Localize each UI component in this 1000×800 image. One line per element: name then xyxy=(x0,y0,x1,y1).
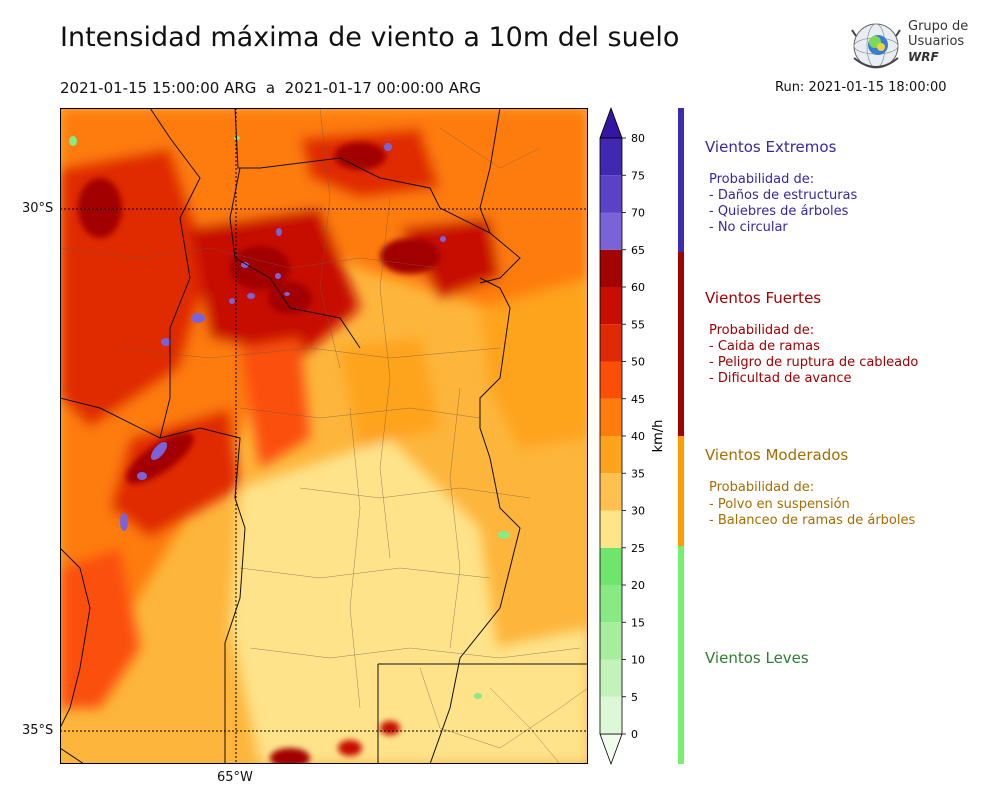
colorbar-tick-label: 70 xyxy=(631,207,645,220)
colorbar-tick-label: 80 xyxy=(631,132,645,145)
category-item: - No circular xyxy=(709,220,788,235)
colorbar-tick-label: 30 xyxy=(631,505,645,518)
colorbar-segment xyxy=(600,585,622,623)
category-title-extreme: Vientos Extremos xyxy=(705,138,837,156)
run-timestamp: Run: 2021-01-15 18:00:00 xyxy=(775,80,947,95)
field-hotspots xyxy=(78,142,440,764)
globe-logo-icon xyxy=(851,23,901,69)
light-category-stripe xyxy=(678,546,684,764)
colorbar-segment xyxy=(600,696,622,734)
colorbar-tick-label: 40 xyxy=(631,430,645,443)
colorbar-segment xyxy=(600,249,622,287)
category-item: - Caida de ramas xyxy=(709,339,820,354)
field-fill-regions xyxy=(60,108,588,764)
colorbar-segment xyxy=(600,361,622,399)
colorbar-segment xyxy=(600,398,622,436)
department-borders xyxy=(60,108,588,764)
colorbar-tick-label: 35 xyxy=(631,467,645,480)
strong-category-stripe xyxy=(678,252,684,436)
colorbar-extend-min xyxy=(599,733,623,766)
category-heading-extreme: Probabilidad de: xyxy=(709,172,815,187)
colorbar-tick-label: 75 xyxy=(631,169,645,182)
lon-label-65w: 65°W xyxy=(217,770,253,785)
colorbar-segment xyxy=(600,436,622,474)
category-heading-strong: Probabilidad de: xyxy=(709,323,815,338)
colorbar-tick-label: 10 xyxy=(631,654,645,667)
colorbar-segment xyxy=(600,547,622,585)
logo-line-3: WRF xyxy=(908,50,939,64)
colorbar-tick-label: 5 xyxy=(631,691,638,704)
colorbar: 0 5 10 15 20 25 30 35 40 45 50 55 60 65 70 75 80 km/h xyxy=(599,106,666,766)
chart-title: Intensidad máxima de viento a 10m del su… xyxy=(60,22,680,53)
colorbar-unit-label: km/h xyxy=(651,420,666,453)
colorbar-segment xyxy=(600,324,622,362)
extreme-category-stripe xyxy=(678,108,684,252)
light-wind-spots xyxy=(69,136,510,699)
logo-line-2: Usuarios xyxy=(908,34,965,49)
colorbar-tick-label: 45 xyxy=(631,393,645,406)
category-title-light: Vientos Leves xyxy=(705,649,809,667)
colorbar-tick-label: 65 xyxy=(631,244,645,257)
forecast-period: 2021-01-15 15:00:00 ARG a 2021-01-17 00:… xyxy=(60,79,482,97)
colorbar-tick-label: 15 xyxy=(631,616,645,629)
category-title-moderate: Vientos Moderados xyxy=(705,446,849,464)
category-item: - Daños de estructuras xyxy=(709,188,858,203)
colorbar-segment xyxy=(600,287,622,325)
colorbar-tick-label: 25 xyxy=(631,542,645,555)
colorbar-segment xyxy=(600,473,622,511)
colorbar-segment xyxy=(600,659,622,697)
category-item: - Peligro de ruptura de cableado xyxy=(709,355,919,370)
colorbar-segment xyxy=(600,510,622,548)
lat-label-30s: 30°S xyxy=(22,201,54,216)
colorbar-extend-max xyxy=(599,106,623,139)
category-item: - Polvo en suspensión xyxy=(709,497,850,512)
category-title-strong: Vientos Fuertes xyxy=(705,289,822,307)
colorbar-tick-label: 20 xyxy=(631,579,645,592)
category-heading-moderate: Probabilidad de: xyxy=(709,480,815,495)
graticule xyxy=(60,108,588,764)
category-item: - Balanceo de ramas de árboles xyxy=(709,513,916,528)
colorbar-tick-label: 60 xyxy=(631,281,645,294)
gruwrf-logo xyxy=(848,18,968,74)
colorbar-segment xyxy=(600,212,622,250)
colorbar-tick-label: 55 xyxy=(631,318,645,331)
colorbar-tick-label: 50 xyxy=(631,356,645,369)
logo-line-1: Grupo de xyxy=(908,19,969,34)
category-item: - Quiebres de árboles xyxy=(709,204,849,219)
colorbar-segment xyxy=(600,175,622,213)
extreme-wind-spots xyxy=(120,143,446,531)
lat-label-35s: 35°S xyxy=(22,723,54,738)
province-borders xyxy=(60,108,588,764)
colorbar-segment xyxy=(600,622,622,660)
category-item: - Dificultad de avance xyxy=(709,371,852,386)
wind-heatmap xyxy=(60,108,588,764)
colorbar-segment xyxy=(600,138,622,176)
moderate-category-stripe xyxy=(678,436,684,546)
colorbar-tick-label: 0 xyxy=(631,728,638,741)
map-frame xyxy=(60,108,588,764)
